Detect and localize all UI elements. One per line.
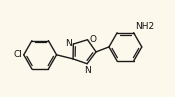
Text: Cl: Cl [14, 50, 22, 59]
Text: N: N [84, 66, 91, 75]
Text: NH2: NH2 [135, 22, 154, 31]
Text: N: N [65, 39, 71, 48]
Text: O: O [89, 35, 96, 44]
